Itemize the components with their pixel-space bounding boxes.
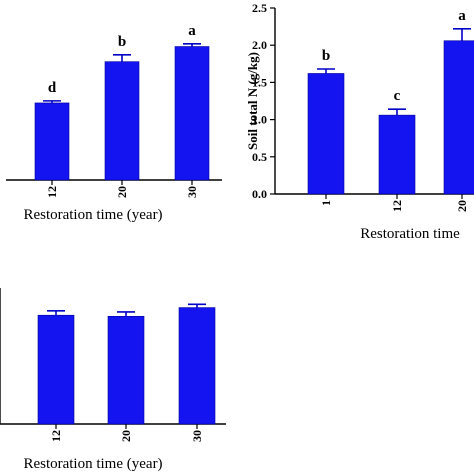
x-tick-label: 12 [49, 430, 63, 442]
significance-letter: c [394, 88, 401, 104]
x-tick-label: 12 [390, 200, 404, 212]
bar-30 [174, 46, 210, 181]
x-tick-label: 30 [190, 430, 204, 442]
bar-12 [37, 314, 75, 425]
bar-30 [178, 307, 216, 425]
y-tick-label: 0.0 [252, 187, 267, 201]
y-tick-label: 1.5 [252, 75, 267, 89]
y-axis-title: Soil total N (g/kg) [245, 52, 260, 150]
x-axis-title: Restoration time (year) [23, 456, 162, 472]
x-tick-label: 1 [319, 200, 333, 206]
bar-12 [378, 114, 416, 195]
x-axis-title: Restoration time [360, 226, 460, 242]
bar-20 [107, 315, 145, 425]
x-axis-title: Restoration time (year) [23, 207, 162, 223]
significance-letter: d [48, 80, 57, 96]
significance-letter: a [458, 8, 466, 24]
x-tick-label: 20 [115, 186, 129, 198]
y-tick-label: 1.0 [252, 113, 267, 127]
x-tick-label: 20 [455, 200, 469, 212]
x-tick-label: 30 [185, 186, 199, 198]
bar-20 [104, 61, 140, 181]
bar-12 [34, 102, 70, 181]
x-tick-label: 12 [45, 186, 59, 198]
x-tick-label: 20 [119, 430, 133, 442]
significance-letter: b [322, 48, 330, 64]
bar-1 [307, 73, 345, 195]
significance-letter: b [118, 34, 126, 50]
significance-letter: a [188, 23, 196, 39]
y-tick-label: 2.5 [252, 1, 267, 15]
y-tick-label: 0.5 [252, 150, 267, 164]
y-tick-label: 2.0 [252, 38, 267, 52]
bar-20 [443, 40, 474, 195]
